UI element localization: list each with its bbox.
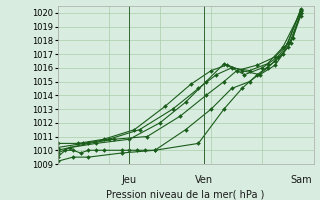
Text: Jeu: Jeu <box>122 175 137 185</box>
Text: Sam: Sam <box>290 175 312 185</box>
Text: Pression niveau de la mer( hPa ): Pression niveau de la mer( hPa ) <box>107 189 265 199</box>
Text: Ven: Ven <box>195 175 212 185</box>
